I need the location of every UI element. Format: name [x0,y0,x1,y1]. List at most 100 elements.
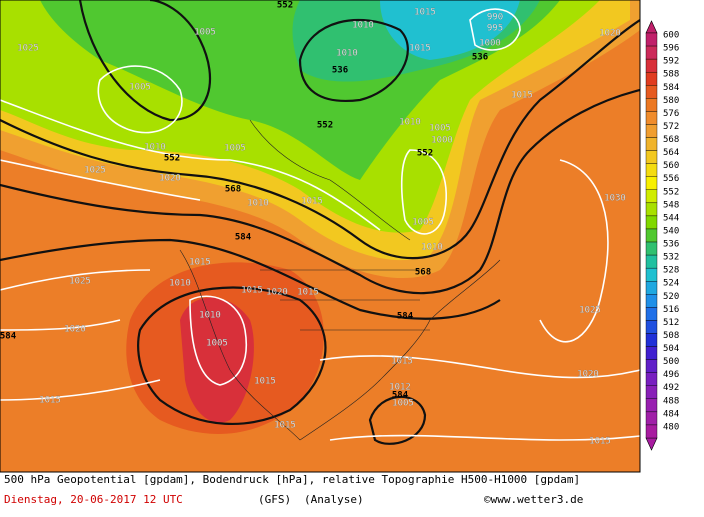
colorbar-cell [645,281,658,295]
contour-label: 1020 [266,288,288,298]
contour-label: 1025 [579,306,601,316]
contour-label: 1030 [604,194,626,204]
contour-label: 1020 [599,29,621,39]
colorbar-cell [645,228,658,243]
colorbar-cell [645,267,658,282]
colorbar-cell [645,98,658,112]
contour-label: 1012 [389,383,411,393]
colorbar-label: 556 [663,174,679,184]
caption-date: Dienstag, 20-06-2017 12 UTC [4,493,183,506]
colorbar-cell [645,176,658,190]
colorbar-cell [645,137,658,151]
contour-label: 584 [0,332,17,342]
colorbar-cell [645,411,658,426]
contour-label: 1015 [274,421,296,431]
colorbar-label: 560 [663,161,679,171]
contour-label: 1015 [189,258,211,268]
colorbar-label: 552 [663,187,679,197]
colorbar-cell [645,241,658,256]
colorbar-cell [645,189,658,204]
colorbar-label: 508 [663,331,679,341]
contour-label: 1020 [64,325,86,335]
contour-label: 1015 [241,286,263,296]
contour-label: 1020 [577,370,599,380]
caption-model: (GFS) [258,493,291,506]
colorbar-label: 548 [663,200,679,210]
colorbar-label: 524 [663,279,679,289]
colorbar-label: 520 [663,292,679,302]
colorbar-label: 484 [663,409,679,419]
colorbar-cell [645,45,658,60]
contour-label: 1025 [69,277,91,287]
contour-label: 1010 [169,279,191,289]
colorbar-label: 480 [663,422,679,432]
contour-label: 1015 [391,357,413,367]
colorbar-label: 588 [663,70,679,80]
colorbar-cell [645,71,658,86]
contour-label: 1015 [409,44,431,54]
colorbar-label: 512 [663,318,679,328]
contour-label: 552 [277,1,293,11]
colorbar-label: 584 [663,83,679,93]
caption-credit: ©www.wetter3.de [484,493,583,506]
colorbar-label: 536 [663,240,679,250]
contour-label: 990 [487,13,503,23]
contour-label: 568 [225,185,241,195]
colorbar-label: 596 [663,44,679,54]
colorbar-label: 592 [663,57,679,67]
colorbar-label: 488 [663,396,679,406]
contour-label: 1005 [429,124,451,134]
contour-label: 1005 [206,339,228,349]
contour-label: 1010 [336,49,358,59]
colorbar-cell [645,215,658,230]
colorbar-label: 600 [663,31,679,41]
contour-label: 552 [164,154,180,164]
colorbar-label: 528 [663,266,679,276]
contour-label: 1005 [392,399,414,409]
colorbar-arrow-bottom [645,437,658,451]
contour-label: 995 [487,24,503,34]
colorbar-cell [645,294,658,308]
contour-label: 1025 [17,44,39,54]
colorbar-cell [645,111,658,125]
contour-label: 1015 [301,197,323,207]
colorbar-label: 576 [663,109,679,119]
contour-label: 584 [392,391,409,401]
colorbar-cell [645,58,658,73]
contour-label: 552 [417,149,433,159]
colorbar-cell [645,85,658,99]
contour-label: 1015 [297,288,319,298]
contour-label: 1010 [421,243,443,253]
colorbar-label: 496 [663,370,679,380]
colorbar-label: 568 [663,135,679,145]
contour-label: 1015 [414,8,436,18]
colorbar-cell [645,346,658,360]
contour-label: 1005 [224,144,246,154]
contour-label: 584 [235,233,252,243]
colorbar-cell [645,150,658,164]
contour-label: 1010 [352,21,374,31]
height-contours [0,0,640,445]
contour-label: 584 [397,312,414,322]
map-field [0,0,640,472]
contour-label: 1015 [254,377,276,387]
colorbar-cell [645,359,658,373]
colorbar-label: 532 [663,253,679,263]
contour-label: 1010 [247,199,269,209]
contour-label: 1020 [159,174,181,184]
map-frame [0,0,641,473]
contour-label: 1025 [84,166,106,176]
contour-label: 536 [472,53,488,63]
colorbar-cell [645,398,658,413]
colorbar-label: 540 [663,226,679,236]
colorbar-label: 492 [663,383,679,393]
colorbar-cell [645,307,658,321]
colorbar-cell [645,32,658,47]
colorbar-label: 572 [663,122,679,132]
colorbar-cell [645,163,658,177]
colorbar-label: 500 [663,357,679,367]
isobars [0,8,640,441]
colorbar-cell [645,333,658,347]
contour-label: 1000 [479,39,501,49]
